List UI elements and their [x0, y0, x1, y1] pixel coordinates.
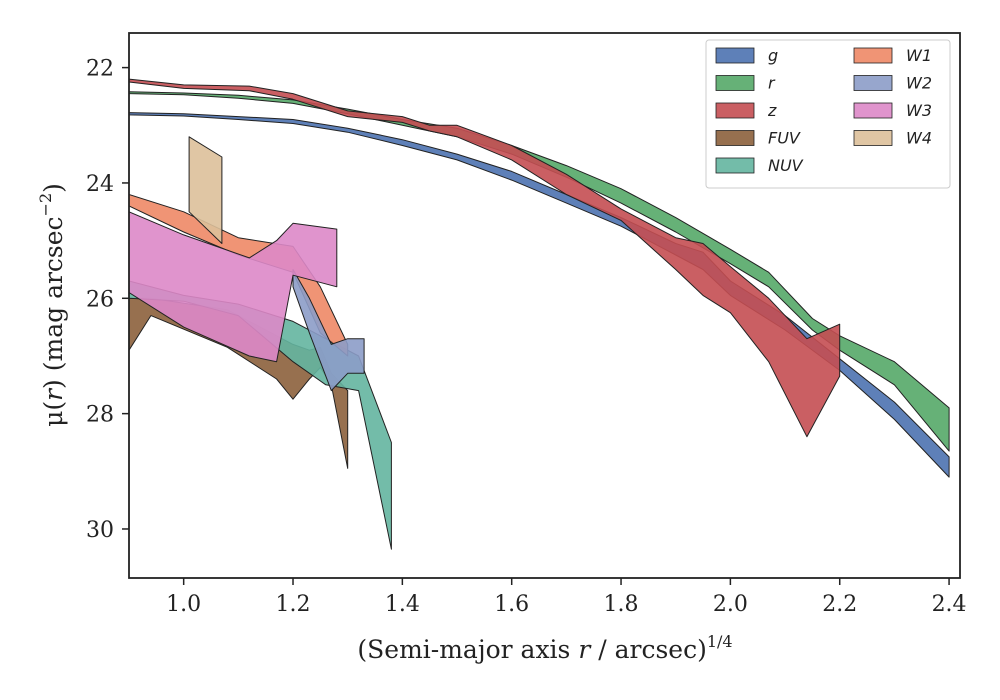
legend-swatch-z — [715, 102, 755, 119]
legend-label-g: g — [768, 46, 778, 65]
legend-swatch-r — [715, 75, 755, 91]
x-tick-label: 1.8 — [604, 592, 639, 617]
band-w2 — [292, 269, 365, 392]
y-tick-label: 30 — [86, 518, 114, 543]
y-tick-label: 28 — [86, 403, 114, 428]
legend-swatch-w4 — [853, 130, 893, 146]
legend-label-nuv: NUV — [768, 156, 804, 175]
legend-swatch-fuv — [715, 130, 755, 146]
band-g — [129, 112, 950, 478]
legend-label-w4: W4 — [906, 129, 932, 148]
legend-label-fuv: FUV — [768, 129, 801, 148]
x-axis-label: (Semi-major axis r / arcsec)1/4 — [357, 632, 732, 664]
legend-swatch-w1 — [853, 47, 893, 64]
x-tick-label: 1.0 — [166, 592, 201, 617]
y-tick-label: 22 — [86, 57, 114, 82]
legend-swatch-g — [715, 47, 755, 64]
legend-label-w1: W1 — [906, 46, 932, 65]
x-axis: 1.0 1.2 1.4 1.6 1.8 2.0 2.2 2.4 — [166, 578, 967, 617]
legend-label-w2: W2 — [906, 74, 932, 93]
legend: grz FUV NUV W1 W2 W3 W4 — [705, 39, 951, 189]
x-tick-label: 2.0 — [713, 592, 748, 617]
plot-frame — [128, 32, 961, 579]
y-axis-label: μ(r) (mag arcsec−2) — [36, 183, 68, 427]
band-w3 — [129, 211, 338, 363]
x-tick-label: 2.4 — [932, 592, 967, 617]
band-w4 — [188, 136, 223, 244]
x-tick-label: 1.4 — [385, 592, 420, 617]
x-tick-label: 1.2 — [276, 592, 311, 617]
band-z — [129, 78, 841, 438]
legend-swatch-w3 — [853, 102, 893, 119]
legend-label-w3: W3 — [906, 101, 932, 120]
legend-label-z: z — [767, 101, 777, 120]
x-tick-label: 1.6 — [494, 592, 529, 617]
data-bands — [129, 78, 950, 550]
legend-label-r: r — [768, 74, 776, 93]
x-tick-label: 2.2 — [822, 592, 857, 617]
legend-swatch-w2 — [853, 75, 893, 91]
y-tick-label: 24 — [86, 172, 114, 197]
legend-swatch-nuv — [715, 157, 755, 174]
y-tick-label: 26 — [86, 287, 114, 312]
y-axis: 22 24 26 28 30 — [86, 57, 129, 543]
